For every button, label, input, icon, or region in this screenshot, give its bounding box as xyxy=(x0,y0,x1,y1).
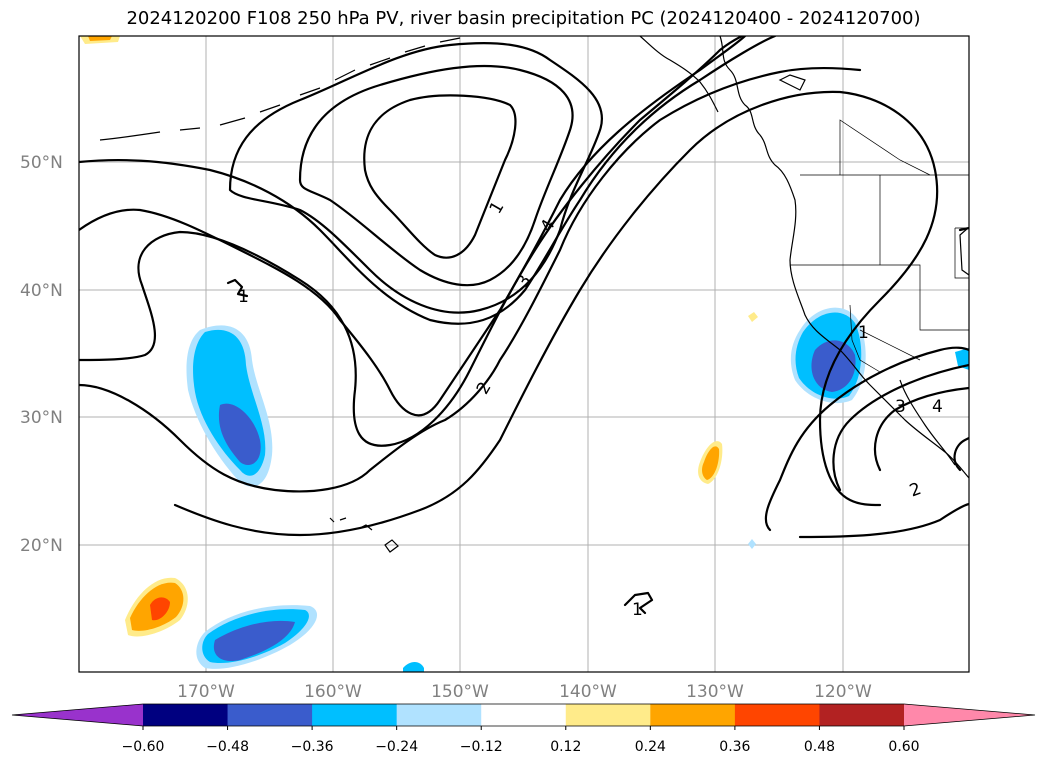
lat-label: 30°N xyxy=(20,408,63,428)
colorbar-tick-label: −0.24 xyxy=(375,739,418,755)
contour-label: 1 xyxy=(858,323,869,343)
contour-label: 4 xyxy=(932,397,943,417)
negative-anomaly-california xyxy=(80,36,969,672)
contour-label: 1 xyxy=(632,600,643,620)
contour-label: 1 xyxy=(238,287,249,307)
lon-label: 120°W xyxy=(814,682,872,702)
colorbar-tick-label: −0.36 xyxy=(291,739,334,755)
lon-label: 160°W xyxy=(304,682,362,702)
colorbar-tick-label: 0.60 xyxy=(888,739,919,755)
colorbar-segment xyxy=(312,704,398,726)
colorbar-extend-low xyxy=(12,704,143,726)
colorbar-segment xyxy=(396,704,482,726)
colorbar-extend-high xyxy=(904,704,1035,726)
colorbar-tick-label: −0.60 xyxy=(122,739,165,755)
lon-label: 140°W xyxy=(559,682,617,702)
colorbar-segment xyxy=(819,704,905,726)
lat-label: 40°N xyxy=(20,281,63,301)
borders xyxy=(790,119,969,373)
colorbar-segment xyxy=(143,704,229,726)
colorbar-segment xyxy=(227,704,313,726)
contour-label: 3 xyxy=(895,397,906,417)
colorbar-ticks: −0.60 −0.48 −0.36 −0.24 −0.12 0.12 0.24 0.36 0.4… xyxy=(122,726,920,755)
colorbar-segment xyxy=(734,704,820,726)
colorbar-segment xyxy=(650,704,736,726)
colorbar-tick-label: 0.36 xyxy=(719,739,750,755)
colorbar-segment xyxy=(565,704,651,726)
positive-anomaly-southwest xyxy=(125,577,188,637)
negative-anomaly-southwest xyxy=(196,605,318,669)
colorbar xyxy=(11,703,1036,727)
latitude-labels: 50°N 40°N 30°N 20°N xyxy=(20,153,63,556)
colorbar-tick-label: 0.24 xyxy=(635,739,666,755)
map-frame xyxy=(78,35,970,673)
lon-label: 130°W xyxy=(686,682,744,702)
colorbar-tick-label: 0.48 xyxy=(804,739,835,755)
pv-contours xyxy=(79,36,969,615)
positive-anomaly-central xyxy=(698,312,758,549)
colorbar-tick-label: −0.48 xyxy=(206,739,249,755)
lat-label: 20°N xyxy=(20,536,63,556)
lon-label: 150°W xyxy=(431,682,489,702)
figure-title: 2024120200 F108 250 hPa PV, river basin … xyxy=(126,8,921,29)
gridlines xyxy=(79,36,969,672)
colorbar-segment xyxy=(481,704,567,726)
lat-label: 50°N xyxy=(20,153,63,173)
colorbar-tick-label: 0.12 xyxy=(550,739,581,755)
colorbar-tick-label: −0.12 xyxy=(460,739,503,755)
coastlines xyxy=(99,36,969,553)
lon-label: 170°W xyxy=(177,682,235,702)
longitude-labels: 170°W 160°W 150°W 140°W 130°W 120°W xyxy=(177,682,872,702)
negative-anomaly-west xyxy=(186,325,273,487)
